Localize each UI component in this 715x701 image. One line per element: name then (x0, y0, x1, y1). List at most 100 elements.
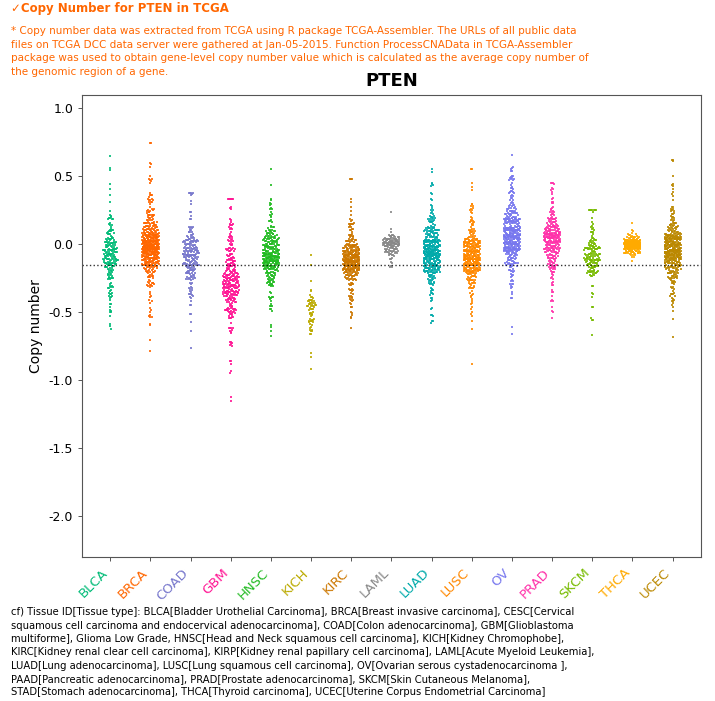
Point (109, 243, 120, 254)
Point (152, 224, 163, 236)
Point (590, 235, 601, 246)
Point (666, 206, 677, 217)
Point (386, 233, 398, 244)
Point (345, 231, 356, 243)
Point (633, 247, 644, 259)
Point (632, 238, 644, 249)
Point (182, 238, 194, 250)
Point (266, 247, 277, 259)
Point (543, 240, 554, 251)
Point (343, 257, 355, 268)
Point (182, 250, 193, 261)
Point (466, 238, 478, 250)
Point (100, 240, 112, 251)
Point (431, 236, 443, 247)
Point (553, 231, 564, 242)
Point (510, 230, 521, 241)
Point (266, 296, 277, 307)
Point (339, 252, 350, 263)
Point (666, 278, 677, 289)
Point (305, 308, 316, 319)
Point (510, 224, 521, 236)
Point (187, 254, 198, 265)
Point (470, 235, 481, 246)
Point (628, 242, 639, 253)
Point (230, 244, 241, 255)
Point (262, 252, 273, 263)
Point (465, 231, 476, 243)
Point (464, 262, 475, 273)
Point (506, 225, 518, 236)
Point (505, 223, 516, 234)
Point (626, 238, 637, 249)
Point (468, 289, 479, 300)
Point (471, 241, 483, 252)
Point (468, 239, 480, 250)
Point (505, 241, 516, 252)
Point (266, 305, 277, 316)
Point (261, 256, 272, 267)
Point (418, 255, 429, 266)
Point (674, 247, 686, 258)
Point (458, 251, 470, 262)
Point (507, 231, 518, 242)
Point (225, 279, 237, 290)
Point (465, 266, 476, 278)
Point (506, 236, 518, 247)
Point (347, 235, 358, 246)
Point (545, 229, 556, 240)
Point (138, 234, 149, 245)
Point (352, 244, 363, 255)
Point (460, 255, 471, 266)
Point (510, 207, 521, 219)
Point (506, 253, 517, 264)
Point (550, 232, 561, 243)
Point (187, 250, 198, 261)
Point (660, 244, 671, 255)
Point (621, 238, 633, 249)
Point (189, 264, 200, 275)
Point (144, 309, 156, 320)
Point (266, 226, 277, 238)
Point (472, 238, 483, 250)
Point (667, 215, 679, 226)
Point (222, 304, 233, 315)
Point (147, 226, 158, 237)
Point (546, 268, 557, 280)
Point (152, 260, 163, 271)
Point (345, 193, 357, 205)
Point (659, 233, 670, 244)
Point (184, 259, 195, 270)
Point (461, 245, 473, 257)
Point (548, 216, 559, 227)
Point (230, 273, 241, 284)
Point (661, 237, 672, 248)
Point (542, 228, 553, 239)
Point (230, 294, 241, 305)
Point (425, 282, 437, 293)
Point (664, 219, 675, 230)
Point (465, 280, 476, 291)
Point (380, 240, 391, 252)
Point (627, 225, 638, 236)
Point (425, 253, 437, 264)
Point (139, 254, 150, 265)
Point (666, 233, 678, 245)
Point (347, 289, 359, 300)
Point (229, 266, 240, 277)
Point (592, 251, 603, 262)
Point (430, 224, 442, 236)
Point (261, 249, 272, 260)
Point (418, 235, 430, 246)
Point (430, 250, 441, 261)
Point (222, 264, 233, 275)
Point (425, 258, 437, 269)
Point (137, 238, 149, 249)
Point (257, 260, 269, 271)
Point (669, 252, 681, 264)
Point (425, 247, 437, 258)
Point (149, 245, 161, 256)
Point (628, 241, 640, 252)
Point (232, 287, 244, 299)
Point (541, 237, 552, 248)
